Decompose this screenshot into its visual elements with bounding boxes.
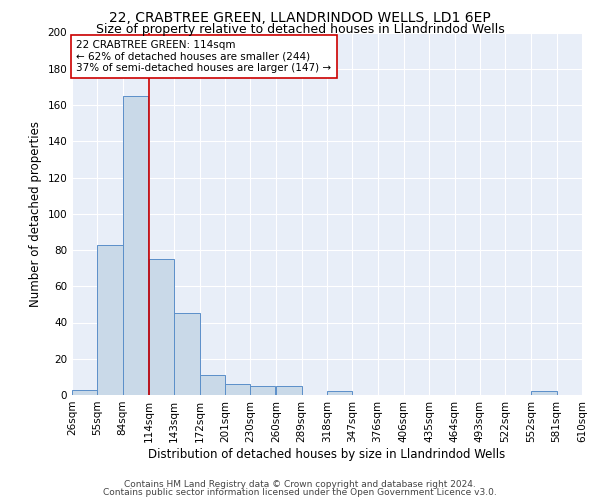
X-axis label: Distribution of detached houses by size in Llandrindod Wells: Distribution of detached houses by size … — [148, 448, 506, 460]
Text: Size of property relative to detached houses in Llandrindod Wells: Size of property relative to detached ho… — [95, 22, 505, 36]
Bar — [199, 375, 225, 395]
Y-axis label: Number of detached properties: Number of detached properties — [29, 120, 42, 306]
Bar — [174, 314, 199, 395]
Text: 22 CRABTREE GREEN: 114sqm
← 62% of detached houses are smaller (244)
37% of semi: 22 CRABTREE GREEN: 114sqm ← 62% of detac… — [76, 40, 331, 73]
Bar — [149, 259, 174, 395]
Text: Contains public sector information licensed under the Open Government Licence v3: Contains public sector information licen… — [103, 488, 497, 497]
Bar — [327, 392, 352, 395]
Bar — [97, 244, 122, 395]
Bar — [122, 96, 148, 395]
Text: 22, CRABTREE GREEN, LLANDRINDOD WELLS, LD1 6EP: 22, CRABTREE GREEN, LLANDRINDOD WELLS, L… — [109, 11, 491, 25]
Bar — [250, 386, 275, 395]
Bar — [72, 390, 97, 395]
Bar — [532, 392, 557, 395]
Bar — [225, 384, 250, 395]
Bar — [277, 386, 302, 395]
Text: Contains HM Land Registry data © Crown copyright and database right 2024.: Contains HM Land Registry data © Crown c… — [124, 480, 476, 489]
